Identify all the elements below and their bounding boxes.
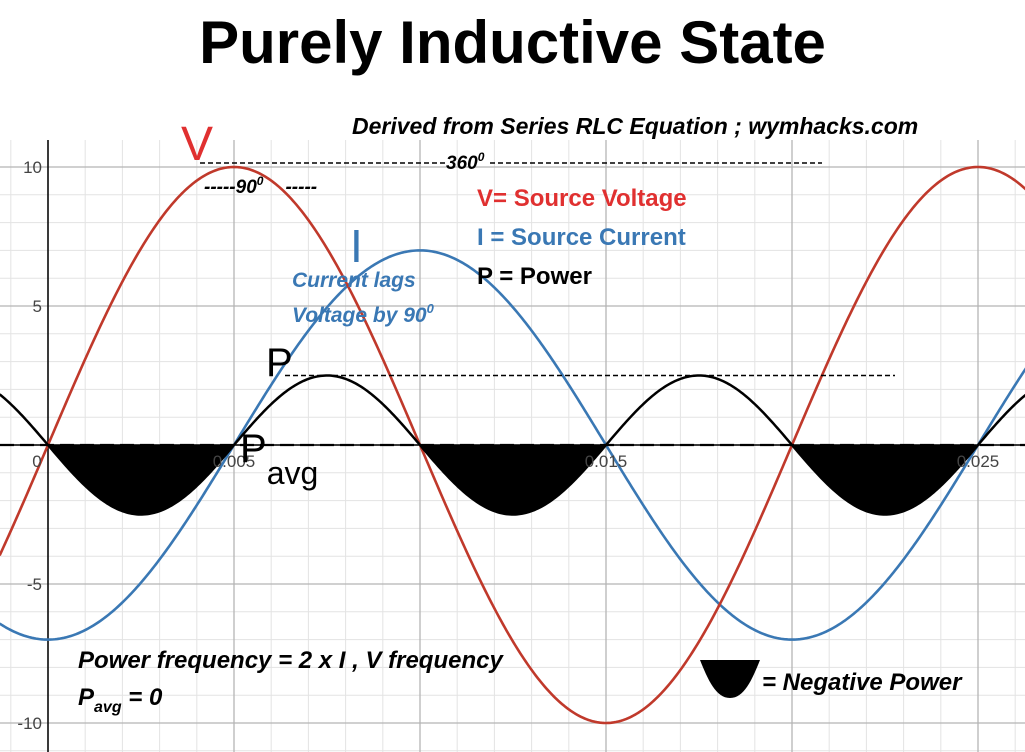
legend-voltage: V= Source Voltage	[477, 185, 687, 212]
angle-90-text: -----90	[204, 177, 257, 198]
lag-annotation-sup: 0	[427, 301, 435, 316]
pavg-curve-label-sub: avg	[267, 455, 319, 491]
angle-90-label: -----900 -----	[204, 174, 317, 198]
angle-360-label: 3600	[446, 150, 485, 174]
angle-360-text: 360	[446, 153, 478, 174]
voltage-curve-label: V	[181, 118, 213, 171]
legend-negative-power: = Negative Power	[762, 669, 963, 696]
note-pavg: Pavg = 0	[78, 684, 163, 716]
note-pavg-sub: avg	[94, 699, 122, 716]
angle-90-tail: -----	[285, 177, 317, 198]
x-tick-label: 0.025	[957, 452, 1000, 471]
curves	[0, 165, 1025, 725]
lag-annotation-line2: Voltage by 900	[292, 301, 435, 327]
pavg-curve-label: Pavg	[240, 427, 318, 491]
legend-current: I = Source Current	[477, 224, 686, 251]
negative-power-regions	[48, 445, 978, 515]
note-power-frequency: Power frequency = 2 x I , V frequency	[78, 647, 504, 674]
x-tick-label: 0.015	[585, 452, 628, 471]
power-curve	[0, 374, 1025, 516]
x-tick-label: 0	[32, 452, 41, 471]
negative-power-swatch	[700, 660, 760, 698]
negative-power-region-2	[420, 445, 606, 515]
y-tick-label: -10	[17, 714, 42, 733]
pavg-curve-label-main: P	[240, 427, 267, 471]
power-curve-label: P	[266, 341, 293, 385]
tick-labels: 10 5 -5 -10 0 0.005 0.015 0.025	[17, 158, 999, 733]
angle-90-sup: 0	[257, 174, 264, 188]
note-pavg-value: = 0	[122, 684, 163, 711]
y-tick-label: -5	[27, 575, 42, 594]
x-tick-label: 0.005	[213, 452, 256, 471]
y-tick-label: 5	[33, 297, 42, 316]
voltage-curve	[0, 165, 1025, 725]
negative-power-region-1	[48, 445, 234, 515]
subtitle: Derived from Series RLC Equation ; wymha…	[352, 113, 918, 139]
y-tick-label: 10	[23, 158, 42, 177]
negative-power-region-3	[792, 445, 978, 515]
page-title: Purely Inductive State	[199, 9, 826, 76]
lag-annotation-line1: Current lags	[292, 269, 416, 292]
current-curve	[0, 249, 1025, 641]
note-pavg-main: P	[78, 684, 95, 711]
current-curve-label: I	[350, 220, 363, 272]
angle-360-sup: 0	[478, 150, 485, 164]
lag-annotation-text: Voltage by 90	[292, 304, 427, 327]
annotation-dashes	[0, 162, 1025, 447]
legend-power: P = Power	[477, 263, 592, 290]
